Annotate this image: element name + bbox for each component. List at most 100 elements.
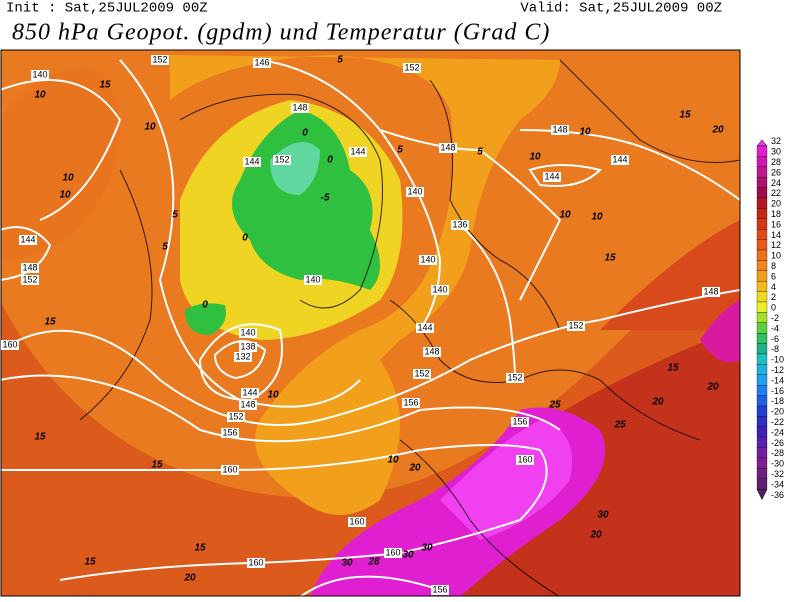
colorbar-label: 26: [771, 167, 781, 177]
temperature-label: 30: [421, 543, 433, 554]
geopotential-label-box: [416, 323, 434, 333]
geopotential-label: 160: [517, 454, 532, 464]
colorbar-swatch: [756, 447, 768, 459]
colorbar-swatch: [756, 385, 768, 396]
geopotential-label-box: [511, 417, 529, 427]
geopotential-label-box: [611, 155, 629, 165]
geopotential-label: 144: [544, 171, 559, 181]
colorbar-swatch: [756, 177, 768, 188]
geopotential-label: 146: [254, 57, 269, 67]
colorbar-swatch: [756, 416, 768, 427]
geopotential-label-box: [304, 275, 322, 285]
colorbar-label: 32: [771, 136, 781, 146]
colorbar-label: -22: [771, 417, 784, 427]
geopotential-label: 152: [404, 62, 419, 72]
colorbar-swatch: [756, 322, 768, 334]
geopotential-label-box: [506, 373, 524, 383]
geopotential-label: 140: [407, 186, 422, 196]
geopotential-label: 140: [32, 69, 47, 79]
colorbar-swatch: [756, 437, 768, 448]
colorbar-label: 16: [771, 219, 781, 229]
temperature-label: 5: [337, 55, 343, 66]
map-frame: [0, 49, 741, 597]
temperature-label: 28: [367, 557, 380, 568]
geopotential-label-box: [291, 103, 309, 113]
colorbar-label: 22: [771, 188, 781, 198]
temperature-label: 30: [341, 558, 353, 569]
geopotential-label: 136: [452, 219, 467, 229]
geopotential-label-box: [431, 585, 449, 595]
colorbar-swatch: [756, 478, 768, 490]
geopotential-label: 144: [244, 156, 259, 166]
temperature-label: 10: [529, 152, 541, 163]
geopotential-label-box: [253, 58, 271, 68]
geopotential-label: 152: [152, 54, 167, 64]
colorbar-label: 6: [771, 271, 776, 281]
colorbar-swatch: [756, 281, 768, 292]
geopotential-label: 148: [552, 124, 567, 134]
colorbar-label: 14: [771, 230, 781, 240]
colorbar-bottom-arrow: [756, 488, 768, 501]
geopotential-label: 148: [424, 346, 439, 356]
temperature-label: 20: [651, 397, 664, 408]
temperature-label: 30: [402, 550, 414, 561]
geopotential-label-box: [431, 285, 449, 295]
geopotential-label-box: [221, 465, 239, 475]
geopotential-label-box: [227, 412, 245, 422]
colorbar-swatch: [756, 187, 768, 199]
geopotential-label: 152: [507, 372, 522, 382]
temperature-label: 20: [589, 530, 602, 541]
geopotential-label-box: [406, 187, 424, 197]
temperature-label: 20: [711, 125, 724, 136]
geopotential-label-box: [151, 55, 169, 65]
geopotential-label-box: [273, 155, 291, 165]
temperature-label: 10: [559, 210, 571, 221]
geopotential-label: 144: [20, 234, 35, 244]
colorbar-label: 8: [771, 261, 776, 271]
colorbar-label: -14: [771, 375, 784, 385]
temperature-label: 5: [397, 145, 403, 156]
temperature-label: 10: [591, 212, 603, 223]
colorbar-swatch: [756, 208, 768, 219]
geopotential-label-box: [413, 369, 431, 379]
colorbar-top-arrow: [756, 139, 768, 147]
colorbar-label: -20: [771, 407, 784, 417]
geopotential-label: 152: [568, 320, 583, 330]
geopotential-label: 148: [22, 262, 37, 272]
colorbar-swatch: [756, 145, 768, 157]
geopotential-label: 156: [222, 427, 237, 437]
geopotential-label-box: [239, 328, 257, 338]
temperature-label: 10: [579, 127, 591, 138]
geopotential-label: 156: [512, 416, 527, 426]
colorbar-swatch: [756, 291, 768, 303]
temperature-label: 15: [151, 460, 163, 471]
colorbar-label: -36: [771, 490, 784, 500]
colorbar-label: -8: [771, 344, 779, 354]
colorbar-label: -12: [771, 365, 784, 375]
temperature-label: 10: [62, 173, 74, 184]
temperature-label: 10: [387, 455, 399, 466]
geopotential-label: 144: [612, 154, 627, 164]
colorbar-label: -4: [771, 323, 779, 333]
geopotential-label-box: [1, 340, 19, 350]
colorbar-swatch: [756, 353, 768, 365]
temperature-label: -5: [321, 193, 330, 204]
geopotential-label: 148: [440, 142, 455, 152]
geopotential-label-box: [21, 275, 39, 285]
geopotential-label-box: [234, 352, 252, 362]
geopotential-label: 156: [403, 397, 418, 407]
temperature-label: 0: [242, 233, 248, 244]
temperature-label: 10: [267, 390, 279, 401]
geopotential-label: 156: [432, 584, 447, 594]
colorbar-label: -30: [771, 459, 784, 469]
geopotential-label-box: [419, 255, 437, 265]
colorbar-swatch: [756, 426, 768, 438]
geopotential-label: 160: [349, 516, 364, 526]
geopotential-label-box: [349, 147, 367, 157]
colorbar-swatch: [756, 156, 768, 167]
geopotential-label-box: [451, 220, 469, 230]
geopotential-label: 152: [274, 154, 289, 164]
geopotential-label: 144: [242, 387, 257, 397]
temperature-label: 15: [667, 363, 679, 374]
geopotential-label: 160: [248, 557, 263, 567]
